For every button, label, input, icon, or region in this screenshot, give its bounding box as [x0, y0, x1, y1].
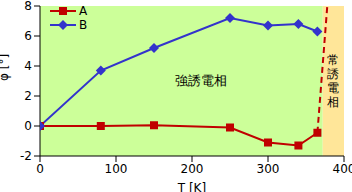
svg-text:100: 100	[105, 162, 128, 176]
svg-text:400: 400	[333, 162, 344, 176]
html-text:B: B	[79, 18, 88, 32]
svg-text:強誘電相: 強誘電相	[175, 73, 227, 88]
svg-text:T [K]: T [K]	[177, 181, 206, 192]
svg-text:0: 0	[36, 162, 44, 176]
svg-text:-2: -2	[20, 149, 32, 163]
html-text:A: A	[79, 4, 88, 18]
svg-text:6: 6	[24, 29, 32, 43]
svg-text:φ [°]: φ [°]	[8, 54, 11, 81]
svg-text:2: 2	[24, 89, 32, 103]
svg-text:300: 300	[257, 162, 280, 176]
svg-text:4: 4	[24, 59, 32, 73]
svg-text:200: 200	[181, 162, 204, 176]
svg-text:常誘電相: 常誘電相	[327, 53, 339, 109]
svg-text:8: 8	[24, 0, 32, 13]
svg-text:0: 0	[24, 119, 32, 133]
